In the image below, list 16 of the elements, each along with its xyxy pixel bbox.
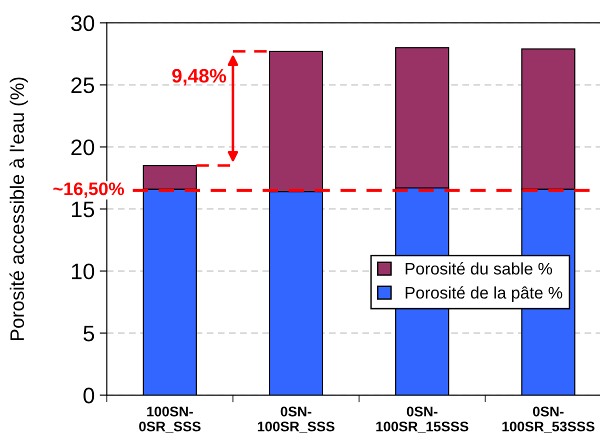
annotation: 9,48% [172,68,226,86]
y-tick-label: 5 [84,326,94,342]
ref-line-label: ~16,50% [53,182,124,198]
x-tick-label: 0SN- 100SR_SSS [258,406,334,433]
y-tick-label: 20 [71,139,94,156]
legend-label: Porosité de la pâte % [406,286,562,302]
y-tick-label: 15 [72,202,94,218]
x-tick-label: 0SN- 100SR_53SSS [502,406,594,433]
y-tick-label: 0 [84,388,94,404]
y-tick-label: 30 [71,15,94,32]
legend-label: Porosité du sable % [406,262,552,275]
y-tick-label: 10 [72,264,94,280]
x-tick-label: 0SN- 100SR_15SSS [376,406,468,433]
y-axis-title: Porosité accessible à l'eau (%) [10,78,28,340]
x-tick-label: 100SN- 0SR_SSS [139,406,201,433]
y-tick-label: 25 [71,77,94,94]
